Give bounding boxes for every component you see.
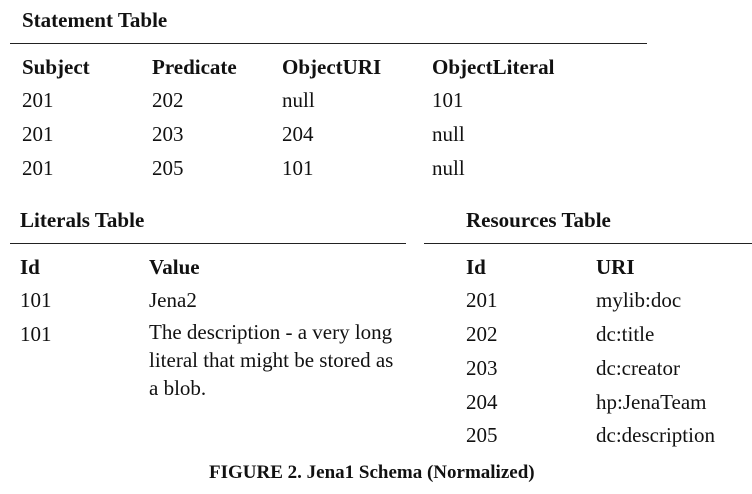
statement-cell: null — [282, 88, 315, 112]
literals-header-id: Id — [20, 255, 40, 279]
statement-cell: 201 — [22, 122, 54, 146]
resources-table-title: Resources Table — [466, 208, 611, 232]
statement-cell: 202 — [152, 88, 184, 112]
literals-cell: 101 — [20, 288, 52, 312]
resources-cell: 202 — [466, 322, 498, 346]
statement-cell: 201 — [22, 88, 54, 112]
literals-cell-long: The description - a very long literal th… — [149, 320, 394, 400]
statement-header-subject: Subject — [22, 55, 90, 79]
literals-table-rule — [10, 243, 406, 244]
statement-cell: 203 — [152, 122, 184, 146]
figure-caption: FIGURE 2. Jena1 Schema (Normalized) — [209, 462, 535, 483]
resources-header-uri: URI — [596, 255, 635, 279]
statement-cell: 204 — [282, 122, 314, 146]
statement-header-objectliteral: ObjectLiteral — [432, 55, 555, 79]
statement-cell: 101 — [282, 156, 314, 180]
statement-cell: 205 — [152, 156, 184, 180]
literals-cell: Jena2 — [149, 288, 197, 312]
resources-table-rule — [424, 243, 752, 244]
statement-header-predicate: Predicate — [152, 55, 237, 79]
resources-cell: dc:description — [596, 423, 715, 447]
literals-table-title: Literals Table — [20, 208, 145, 232]
resources-cell: dc:creator — [596, 356, 680, 380]
resources-cell: 201 — [466, 288, 498, 312]
resources-cell: 204 — [466, 390, 498, 414]
statement-cell: 201 — [22, 156, 54, 180]
resources-cell: hp:JenaTeam — [596, 390, 707, 414]
statement-cell: null — [432, 122, 465, 146]
resources-cell: mylib:doc — [596, 288, 682, 312]
resources-header-id: Id — [466, 255, 486, 279]
resources-cell: 205 — [466, 423, 498, 447]
literals-cell: 101 — [20, 322, 52, 346]
statement-cell: 101 — [432, 88, 464, 112]
statement-header-objecturi: ObjectURI — [282, 55, 382, 79]
resources-cell: dc:title — [596, 322, 655, 346]
statement-cell: null — [432, 156, 465, 180]
statement-table-title: Statement Table — [22, 8, 168, 32]
resources-cell: 203 — [466, 356, 498, 380]
literals-header-value: Value — [149, 255, 200, 279]
statement-table-rule — [10, 43, 647, 44]
